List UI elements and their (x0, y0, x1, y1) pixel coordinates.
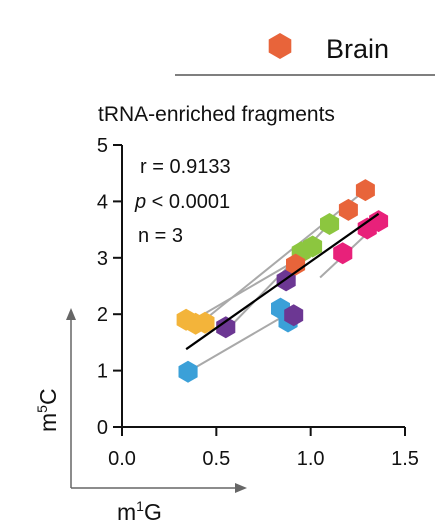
stat-p: p < 0.0001 (134, 191, 230, 213)
data-point (333, 242, 353, 265)
y-tick-label: 5 (97, 135, 108, 157)
data-point (369, 210, 389, 233)
data-point (284, 304, 304, 327)
data-point (355, 179, 375, 202)
data-point (195, 311, 215, 334)
y-tick-label: 2 (97, 304, 108, 326)
y-axis-title: m5C (34, 388, 61, 432)
regression-line (185, 212, 380, 351)
axes (113, 144, 406, 436)
y-tick-label: 4 (97, 191, 108, 213)
stat-n: n = 3 (138, 225, 183, 247)
x-axis-title-superscript: 1 (136, 498, 144, 514)
y-arrow-head (66, 308, 76, 320)
y-axis-title-group: m5C (34, 308, 76, 488)
group-trend-line (196, 189, 367, 327)
x-tick-label: 1.0 (297, 448, 325, 470)
data-point (178, 360, 198, 383)
data-point (338, 198, 358, 221)
y-tick-label: 1 (97, 361, 108, 383)
x-tick-label: 1.5 (391, 448, 419, 470)
data-point (320, 213, 340, 235)
x-tick-label: 0.5 (202, 448, 230, 470)
y-tick-label: 0 (97, 417, 108, 439)
x-axis-title-rest: G (144, 499, 162, 523)
y-axis-title-base: m (35, 413, 61, 432)
y-tick-label: 3 (97, 248, 108, 270)
y-axis-title-rest: C (35, 388, 61, 405)
fit-line-group (185, 212, 380, 351)
legend-marker-brain (268, 33, 292, 59)
data-point (303, 235, 323, 258)
stat-r: r = 0.9133 (140, 156, 231, 178)
stat-p-symbol: p (134, 191, 146, 213)
y-axis-title-superscript: 5 (34, 405, 50, 413)
x-axis-title-base: m (117, 499, 136, 523)
stats-box: r = 0.9133 p < 0.0001 n = 3 (134, 156, 231, 247)
tick-labels: 0 1 2 3 4 5 0.0 0.5 1.0 1.5 (97, 135, 419, 470)
stat-p-value: < 0.0001 (146, 191, 230, 213)
chart-title: tRNA-enriched fragments (98, 103, 335, 126)
x-axis-title-group: m1G (71, 483, 247, 523)
data-point (216, 316, 236, 339)
x-tick-label: 0.0 (108, 448, 136, 470)
legend: Brain (175, 33, 435, 76)
x-axis-title: m1G (117, 498, 162, 523)
group-trend-line (187, 310, 293, 373)
x-arrow-head (235, 483, 247, 493)
legend-label-brain: Brain (326, 34, 389, 64)
